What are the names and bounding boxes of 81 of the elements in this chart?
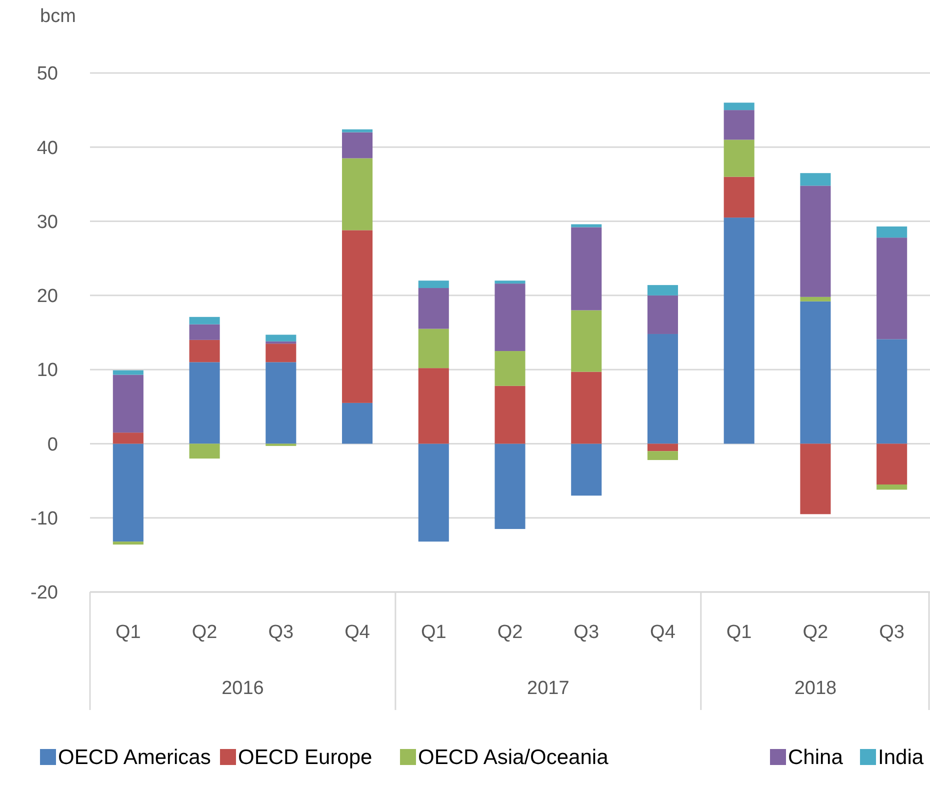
bar [189,444,220,459]
bar [724,218,754,444]
bar [724,176,754,218]
bar [494,444,526,529]
text: 2018 [794,678,837,699]
bar [800,296,831,302]
bar [418,444,449,542]
bar [800,186,831,297]
y-tick-label: 30 [36,212,58,233]
legend-label: OECD Europe [238,746,372,769]
bar [189,340,220,362]
legend-label: China [788,746,844,769]
bar [494,386,526,444]
y-tick-label: 10 [36,360,58,382]
bar [800,173,831,186]
bar [647,295,678,334]
bar [571,372,602,444]
y-tick-label: 50 [36,64,58,85]
bar [418,280,449,288]
bar [266,344,296,362]
y-axis-title: bcm [40,6,76,27]
bar [724,110,754,140]
legend-label: OECD Americas [58,746,211,769]
bar [647,285,678,296]
bar [342,129,373,132]
bar [494,351,526,386]
bar [189,316,220,324]
x-tick-label: Q1 [116,622,141,643]
bar [342,158,373,230]
bar [800,301,831,444]
bar [647,451,678,460]
x-tick-label: Q4 [650,622,676,643]
bar [876,226,908,238]
y-tick-label: -20 [30,582,58,604]
x-tick-label: Q2 [497,622,523,643]
bar [266,334,296,342]
legend-label: OECD Asia/Oceania [418,746,609,769]
x-tick-label: Q3 [268,622,294,643]
bar [266,341,296,344]
bar [112,444,144,542]
x-tick-label: Q3 [879,622,904,643]
text: 2017 [527,678,570,699]
bar [266,362,296,444]
bar [800,444,831,514]
bar [189,324,220,340]
bar [112,432,144,444]
bar [342,132,373,158]
text: 2016 [222,678,264,699]
bar [647,444,678,452]
bar [494,284,526,352]
legend-label: India [878,746,924,769]
bar [189,362,220,444]
x-tick-label: Q2 [192,622,218,643]
bar [418,288,449,329]
bar [876,484,908,490]
bar [342,230,373,403]
x-tick-label: Q3 [574,622,600,643]
bar [571,227,602,310]
y-tick-label: 40 [36,138,58,159]
x-tick-label: Q1 [726,622,752,643]
bar [418,368,449,444]
y-tick-label: -10 [30,508,58,530]
bar [876,238,908,340]
bar [112,542,144,545]
bar [724,102,754,110]
bar [876,339,908,444]
bar [724,140,754,177]
bar [571,444,602,496]
bar [571,310,602,372]
x-tick-label: Q1 [420,622,446,643]
y-tick-label: 20 [36,286,58,308]
bar [647,334,678,444]
bar [494,280,526,284]
bar [876,444,908,484]
bar [342,402,373,444]
bar [112,374,144,433]
bar [112,370,144,375]
bar [418,328,449,368]
x-tick-label: Q4 [344,622,370,643]
x-tick-label: Q2 [802,622,828,643]
y-tick-label: 0 [47,434,58,456]
